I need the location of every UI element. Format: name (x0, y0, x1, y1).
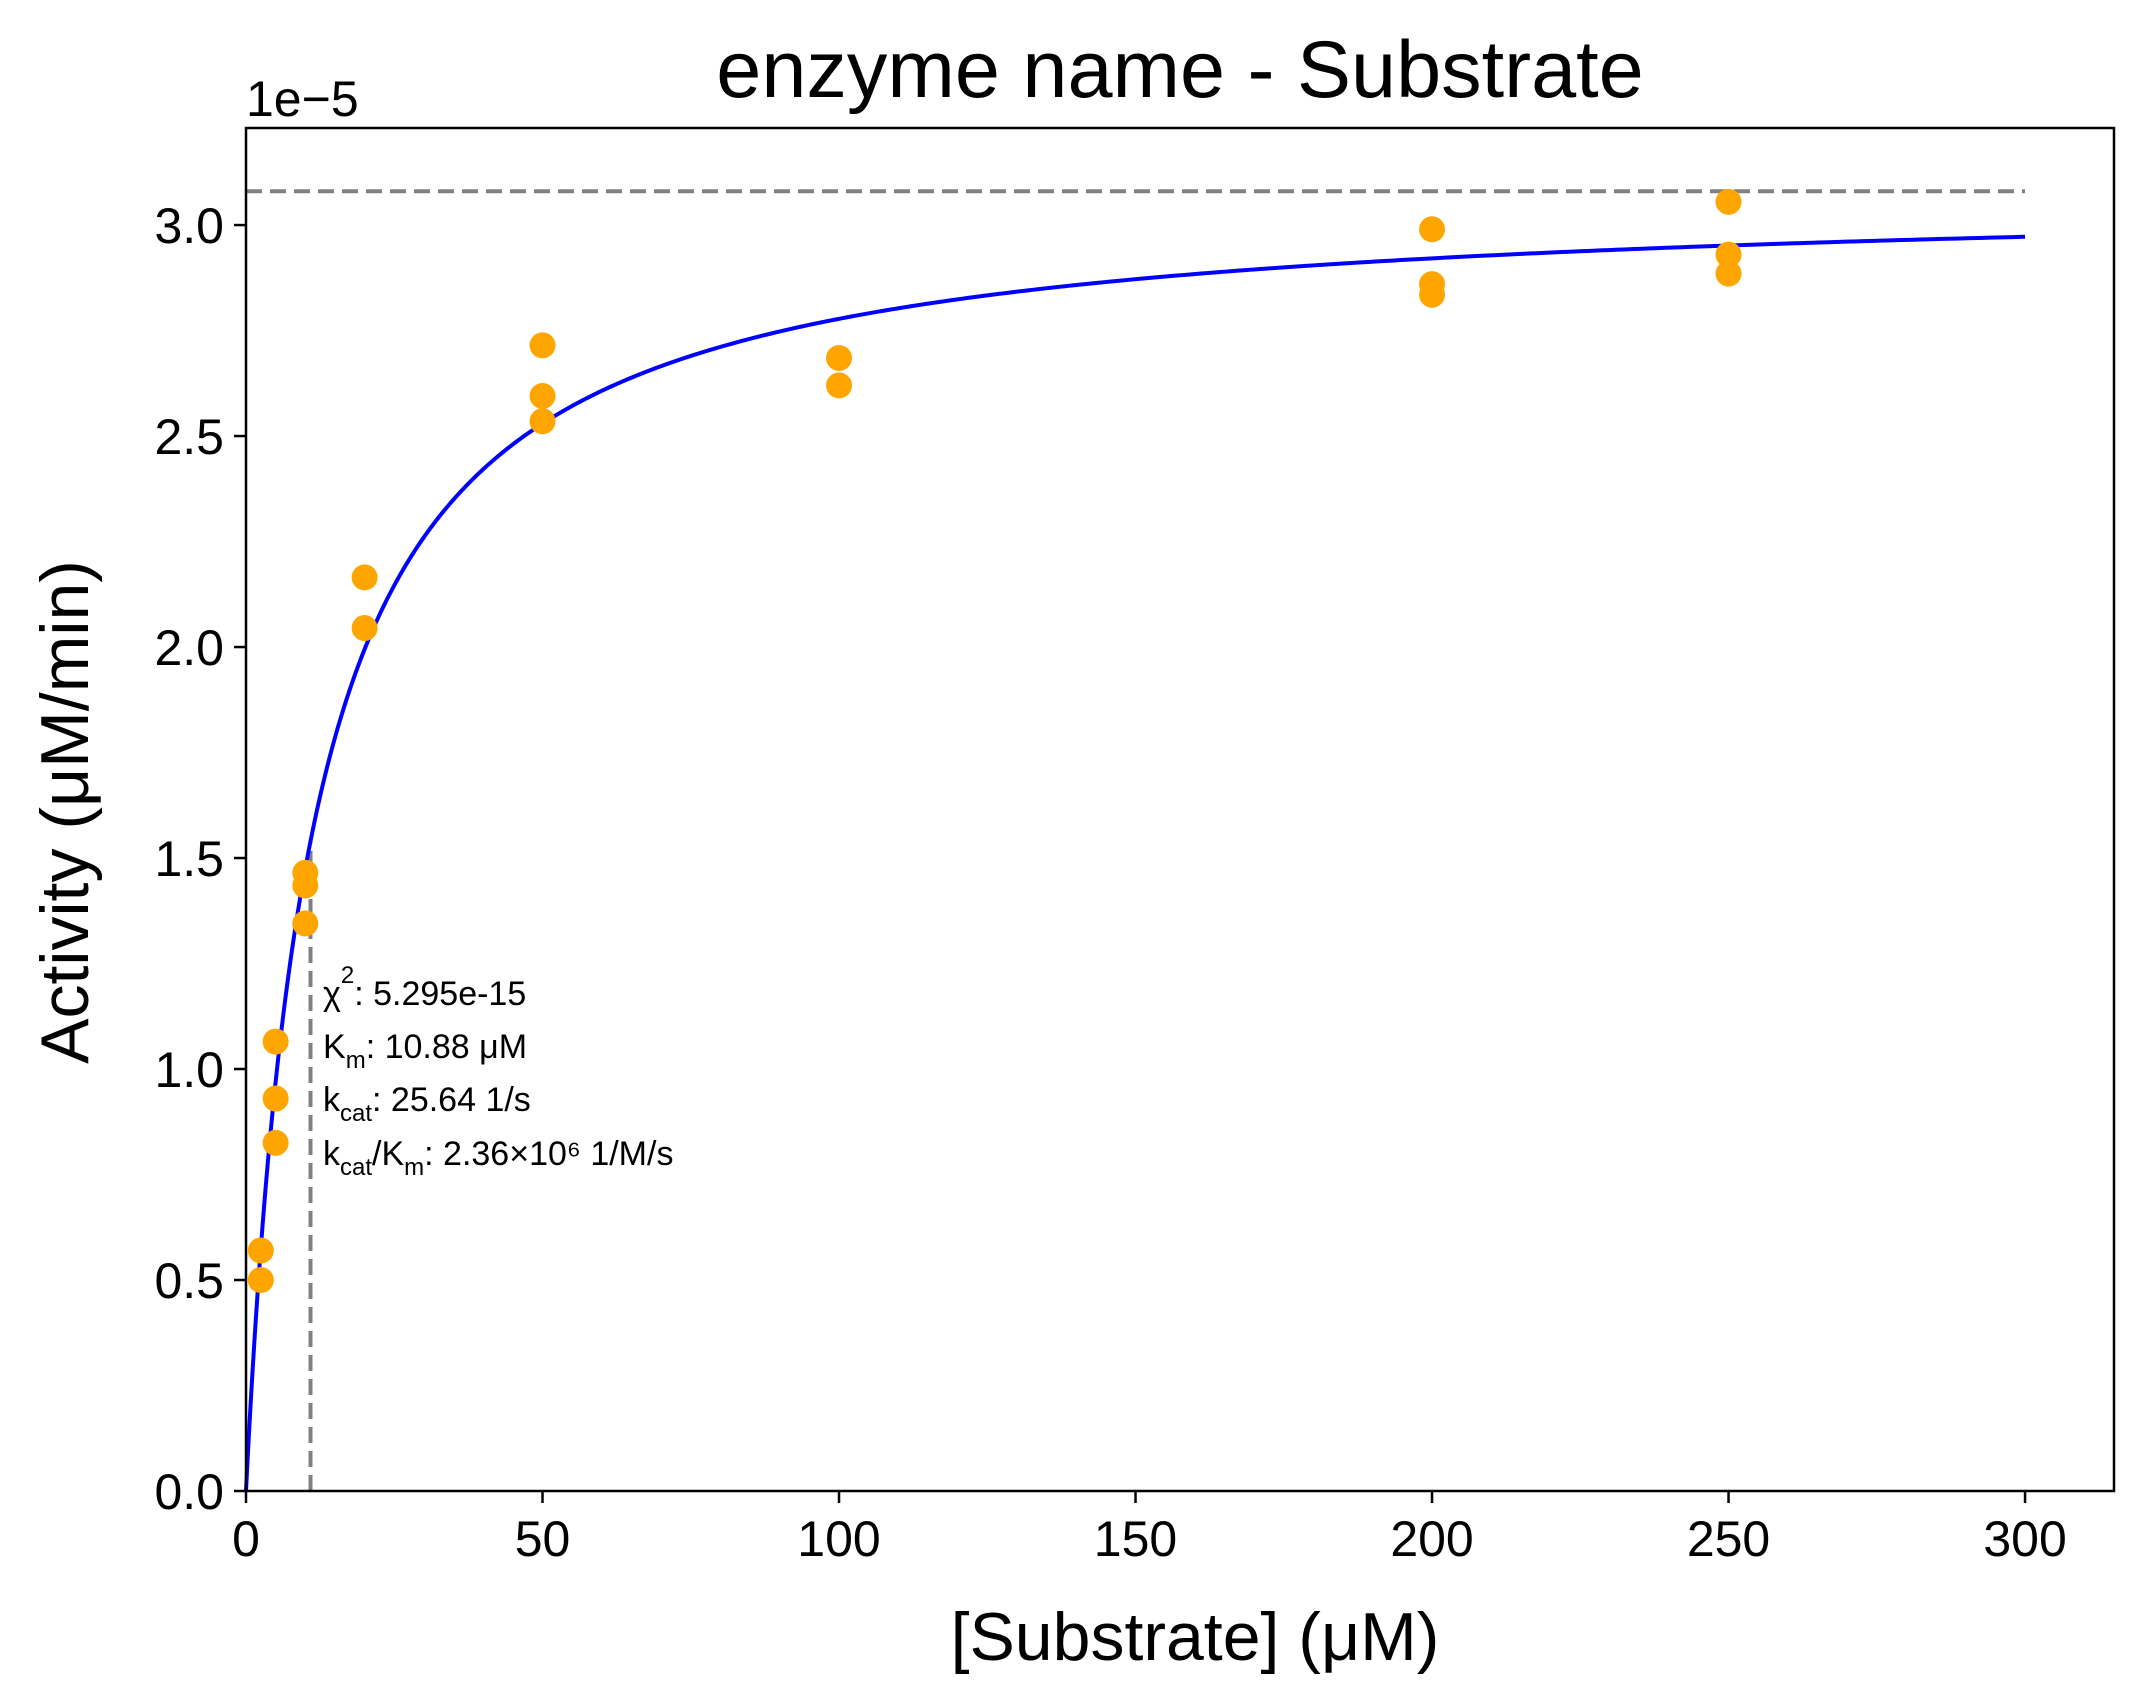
data-point (292, 872, 319, 899)
annotation-chi2: χ2: 5.295e-15 (323, 962, 526, 1013)
data-point (1419, 281, 1446, 308)
data-points (247, 188, 1742, 1294)
reference-lines (246, 189, 2026, 1491)
fit-curve (244, 234, 2026, 1492)
y-tick-label: 3.0 (154, 198, 224, 254)
axes-frame (244, 126, 2116, 1493)
data-point (351, 615, 378, 642)
data-point (1715, 260, 1742, 287)
y-tick-label: 2.0 (154, 620, 224, 676)
x-tick-label: 250 (1687, 1511, 1770, 1567)
data-point (529, 382, 556, 409)
x-tick-label: 150 (1094, 1511, 1177, 1567)
data-point (247, 1267, 274, 1294)
data-point (529, 408, 556, 435)
x-tick-label: 50 (515, 1511, 571, 1567)
fit-annotation: χ2: 5.295e-15 Km: 10.88 μM kcat: 25.64 1… (323, 962, 673, 1181)
annotation-kcat: kcat: 25.64 1/s (323, 1081, 531, 1127)
y-tick-label: 1.0 (154, 1042, 224, 1098)
data-point (1715, 241, 1742, 268)
data-point (262, 1028, 289, 1055)
data-point (529, 332, 556, 359)
data-point (826, 344, 853, 371)
y-tick-label: 2.5 (154, 409, 224, 465)
y-tick-label: 0.5 (154, 1253, 224, 1309)
x-tick-label: 0 (232, 1511, 260, 1567)
data-point (262, 1129, 289, 1156)
data-point (351, 564, 378, 591)
annotation-kcat-km: kcat/Km: 2.36×10⁶ 1/M/s (323, 1135, 673, 1181)
data-point (292, 910, 319, 937)
x-tick-label: 300 (1983, 1511, 2066, 1567)
data-point (1715, 188, 1742, 215)
y-offset-label: 1e−5 (246, 71, 359, 127)
plot-area (244, 188, 2026, 1492)
data-point (247, 1237, 274, 1264)
y-axis-label: Activity (μM/min) (27, 560, 103, 1064)
x-axis-ticks: 0 50 100 150 200 250 300 (232, 1491, 2067, 1567)
y-tick-label: 1.5 (154, 831, 224, 887)
x-axis-label: [Substrate] (μM) (951, 1599, 1440, 1675)
data-point (262, 1085, 289, 1112)
data-point (1419, 216, 1446, 243)
y-axis-ticks: 0.0 0.5 1.0 1.5 2.0 2.5 3.0 (154, 198, 246, 1520)
annotation-km: Km: 10.88 μM (323, 1028, 527, 1074)
chart-title: enzyme name - Substrate (716, 25, 1643, 115)
data-point (826, 372, 853, 399)
y-tick-label: 0.0 (154, 1464, 224, 1520)
x-tick-label: 200 (1390, 1511, 1473, 1567)
x-tick-label: 100 (797, 1511, 880, 1567)
